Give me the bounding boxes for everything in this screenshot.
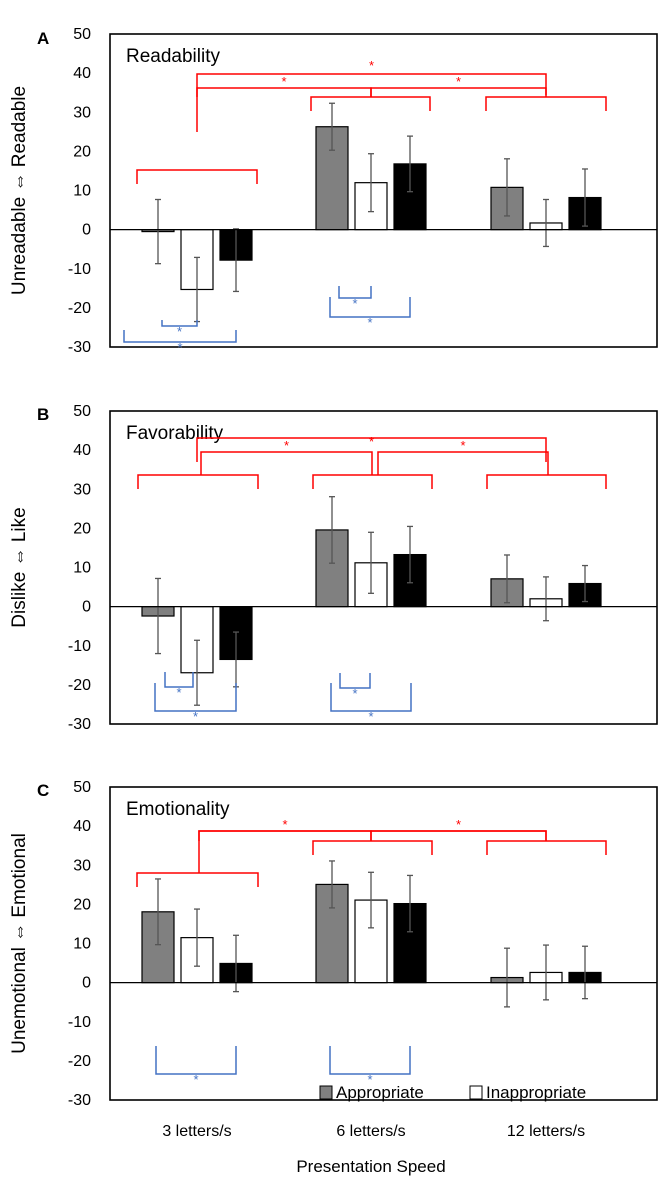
- y-tick-label: 20: [73, 143, 91, 160]
- x-category-label: 6 letters/s: [336, 1123, 405, 1140]
- y-tick-label: 0: [82, 222, 91, 239]
- significance-star: *: [193, 1072, 198, 1087]
- y-tick-label: 30: [73, 857, 91, 874]
- panel-letter: C: [37, 781, 49, 800]
- panel-title: Favorability: [126, 423, 224, 444]
- y-tick-label: 0: [82, 599, 91, 616]
- y-tick-label: -30: [68, 339, 91, 356]
- significance-bracket-within: [330, 683, 412, 712]
- y-tick-label: 50: [73, 26, 91, 43]
- y-tick-label: -20: [68, 677, 91, 694]
- significance-bracket-between: [198, 830, 372, 841]
- panel-letter: A: [37, 29, 49, 48]
- legend-label-inappropriate: Inappropriate: [486, 1083, 586, 1102]
- significance-bracket-group: [312, 840, 433, 855]
- y-tick-label: 50: [73, 403, 91, 420]
- plot-frame: [109, 410, 658, 725]
- significance-bracket-group: [312, 474, 433, 489]
- y-tick-label: -30: [68, 1092, 91, 1109]
- significance-bracket-between: [200, 451, 373, 475]
- panel-title: Readability: [126, 46, 220, 67]
- panel-letter: B: [37, 405, 49, 424]
- y-tick-label: 50: [73, 779, 91, 796]
- significance-star: *: [456, 74, 461, 89]
- plot-frame: [109, 786, 658, 1101]
- significance-bracket-group: [486, 840, 607, 855]
- significance-bracket-group: [137, 474, 259, 489]
- significance-star: *: [352, 296, 357, 311]
- significance-star: *: [460, 438, 465, 453]
- x-axis-labels: 3 letters/s 6 letters/s 12 letters/s Pre…: [162, 1123, 585, 1176]
- significance-bracket-between: [196, 437, 547, 462]
- significance-star: *: [367, 1072, 372, 1087]
- significance-star: *: [367, 315, 372, 330]
- significance-bracket-within: [329, 1046, 411, 1075]
- significance-bracket-between: [370, 87, 547, 97]
- y-tick-label: 40: [73, 65, 91, 82]
- y-tick-label: 30: [73, 481, 91, 498]
- significance-star: *: [176, 685, 181, 700]
- x-category-label: 3 letters/s: [162, 1123, 231, 1140]
- legend-swatch-appropriate: [319, 1085, 333, 1100]
- significance-bracket-within: [329, 297, 411, 318]
- y-tick-label: -30: [68, 716, 91, 733]
- significance-star: *: [177, 324, 182, 339]
- y-tick-label: -10: [68, 1014, 91, 1031]
- significance-bracket-within: [338, 286, 372, 299]
- y-tick-label: -20: [68, 300, 91, 317]
- panel-c: C Emotionality 50 40 30 20 10 0 -10 -20 -30 Unemoti…: [9, 779, 658, 1109]
- x-axis-title: Presentation Speed: [296, 1157, 445, 1176]
- y-axis-label: Unreadable ⇔ Readable: [9, 86, 30, 295]
- significance-star: *: [281, 74, 286, 89]
- panel-a: A Readability 50 40 30 20 10 0 -10 -20 -30 Unreadab…: [9, 26, 658, 356]
- significance-bracket-group: [310, 96, 431, 111]
- significance-bracket-within: [154, 683, 237, 712]
- significance-bracket-between: [370, 830, 547, 841]
- panel-title: Emotionality: [126, 799, 230, 820]
- y-tick-label: 10: [73, 936, 91, 953]
- significance-star: *: [456, 817, 461, 832]
- significance-star: *: [369, 58, 374, 73]
- significance-bracket-between: [198, 830, 547, 873]
- significance-bracket-group: [136, 872, 259, 887]
- y-tick-label: -10: [68, 638, 91, 655]
- significance-bracket-between: [196, 73, 547, 132]
- significance-bracket-group: [136, 169, 258, 184]
- significance-bracket-group: [486, 474, 607, 489]
- y-tick-label: 10: [73, 560, 91, 577]
- significance-star: *: [369, 434, 374, 449]
- significance-star: *: [282, 817, 287, 832]
- y-tick-label: -10: [68, 261, 91, 278]
- legend-swatch-inappropriate: [469, 1085, 483, 1100]
- significance-bracket-within: [123, 330, 237, 343]
- significance-bracket-within: [155, 1046, 237, 1075]
- significance-bracket-between: [377, 451, 549, 475]
- significance-bracket-within: [164, 672, 194, 688]
- y-axis-label: Unemotional ⇔ Emotional: [9, 833, 30, 1054]
- x-category-label: 12 letters/s: [507, 1123, 585, 1140]
- significance-star: *: [193, 709, 198, 724]
- significance-bracket-between: [196, 87, 372, 97]
- significance-bracket-within: [339, 673, 371, 689]
- y-tick-label: 20: [73, 896, 91, 913]
- significance-star: *: [368, 709, 373, 724]
- y-tick-label: 30: [73, 104, 91, 121]
- legend-label-appropriate: Appropriate: [336, 1083, 424, 1102]
- y-tick-label: 40: [73, 442, 91, 459]
- significance-star: *: [177, 340, 182, 355]
- y-axis-label: Dislike ⇔ Like: [9, 507, 30, 627]
- y-tick-label: 0: [82, 975, 91, 992]
- legend: Appropriate Inappropriate: [319, 1083, 586, 1102]
- y-tick-label: -20: [68, 1053, 91, 1070]
- significance-bracket-within: [161, 320, 198, 327]
- panel-b: B Favorability 50 40 30 20 10 0 -10 -20 -30 Dislike…: [9, 403, 658, 733]
- y-tick-label: 10: [73, 183, 91, 200]
- y-tick-label: 20: [73, 520, 91, 537]
- y-tick-label: 40: [73, 818, 91, 835]
- significance-bracket-group: [485, 96, 607, 111]
- plot-frame: [109, 33, 658, 348]
- significance-star: *: [284, 438, 289, 453]
- significance-star: *: [352, 686, 357, 701]
